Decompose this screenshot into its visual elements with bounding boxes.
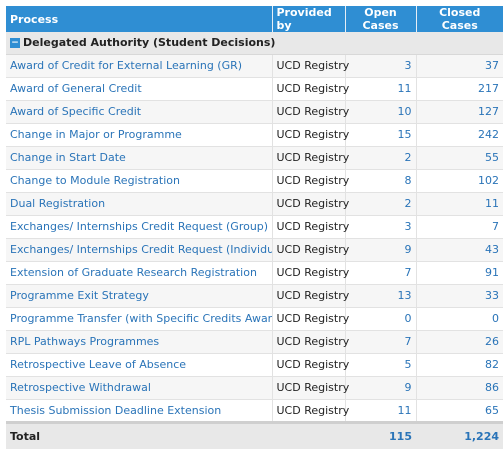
table-row: Retrospective Leave of Absence UCD Regist… (6, 353, 503, 377)
cases-table: Process Provided by Open Cases Closed Ca… (6, 6, 503, 449)
process-link[interactable]: Thesis Submission Deadline Extension (6, 399, 273, 423)
closed-cases-link[interactable]: 65 (416, 399, 503, 423)
open-cases-link[interactable]: 15 (345, 123, 417, 147)
process-link[interactable]: Change to Module Registration (6, 169, 273, 193)
provider-cell: UCD Registry (272, 123, 349, 147)
provider-cell: UCD Registry (272, 100, 349, 124)
process-link[interactable]: Change in Major or Programme (6, 123, 273, 147)
open-cases-link[interactable]: 10 (345, 100, 417, 124)
open-cases-link[interactable]: 3 (345, 215, 417, 239)
table-row: Dual Registration UCD Registry 2 11 (6, 192, 503, 216)
provider-cell: UCD Registry (272, 192, 349, 216)
closed-cases-link[interactable]: 217 (416, 77, 503, 101)
provider-cell: UCD Registry (272, 77, 349, 101)
table-row: Change in Start Date UCD Registry 2 55 (6, 146, 503, 170)
header-closed-cases[interactable]: Closed Cases (416, 6, 503, 32)
table-row: Award of Specific Credit UCD Registry 10 12… (6, 100, 503, 124)
open-cases-link[interactable]: 9 (345, 238, 417, 262)
provider-cell: UCD Registry (272, 330, 349, 354)
process-link[interactable]: Exchanges/ Internships Credit Request (I… (6, 238, 273, 262)
table-row: Thesis Submission Deadline Extension UCD … (6, 399, 503, 423)
closed-cases-link[interactable]: 55 (416, 146, 503, 170)
table-row: Exchanges/ Internships Credit Request (I… (6, 238, 503, 262)
table-row: Programme Transfer (with Specific Credit… (6, 307, 503, 331)
open-cases-link[interactable]: 13 (345, 284, 417, 308)
process-link[interactable]: Retrospective Withdrawal (6, 376, 273, 400)
process-link[interactable]: Programme Exit Strategy (6, 284, 273, 308)
closed-cases-link[interactable]: 86 (416, 376, 503, 400)
table-row: Award of Credit for External Learning (G… (6, 54, 503, 78)
provider-cell: UCD Registry (272, 376, 349, 400)
provider-cell: UCD Registry (272, 261, 349, 285)
process-link[interactable]: Extension of Graduate Research Registrat… (6, 261, 273, 285)
open-cases-link[interactable]: 7 (345, 330, 417, 354)
header-provided-by[interactable]: Provided by (272, 6, 346, 32)
process-link[interactable]: Retrospective Leave of Absence (6, 353, 273, 377)
process-link[interactable]: Award of General Credit (6, 77, 273, 101)
open-cases-link[interactable]: 8 (345, 169, 417, 193)
closed-cases-link[interactable]: 0 (416, 307, 503, 331)
closed-cases-link[interactable]: 82 (416, 353, 503, 377)
minus-icon[interactable]: − (10, 38, 20, 49)
closed-cases-link[interactable]: 37 (416, 54, 503, 78)
process-link[interactable]: Award of Credit for External Learning (G… (6, 54, 273, 78)
total-provider-blank (272, 420, 345, 449)
provider-cell: UCD Registry (272, 169, 349, 193)
open-cases-link[interactable]: 11 (345, 77, 417, 101)
process-link[interactable]: Programme Transfer (with Specific Credit… (6, 307, 273, 331)
provider-cell: UCD Registry (272, 238, 349, 262)
total-open: 115 (345, 420, 416, 449)
open-cases-link[interactable]: 2 (345, 192, 417, 216)
table-header-row: Process Provided by Open Cases Closed Ca… (6, 6, 503, 32)
open-cases-link[interactable]: 5 (345, 353, 417, 377)
closed-cases-link[interactable]: 102 (416, 169, 503, 193)
provider-cell: UCD Registry (272, 399, 349, 423)
closed-cases-link[interactable]: 11 (416, 192, 503, 216)
provider-cell: UCD Registry (272, 215, 349, 239)
table-row: RPL Pathways Programmes UCD Registry 7 26 (6, 330, 503, 354)
provider-cell: UCD Registry (272, 54, 349, 78)
closed-cases-link[interactable]: 91 (416, 261, 503, 285)
total-label: Total (6, 420, 272, 449)
provider-cell: UCD Registry (272, 146, 349, 170)
table-row: Award of General Credit UCD Registry 11 217 (6, 77, 503, 101)
table-row: Change to Module Registration UCD Registr… (6, 169, 503, 193)
table-row: Exchanges/ Internships Credit Request (G… (6, 215, 503, 239)
closed-cases-link[interactable]: 127 (416, 100, 503, 124)
group-cell[interactable]: − Delegated Authority (Student Decisions) (6, 32, 503, 55)
closed-cases-link[interactable]: 7 (416, 215, 503, 239)
total-row: Total 115 1,224 (6, 420, 503, 449)
open-cases-link[interactable]: 7 (345, 261, 417, 285)
closed-cases-link[interactable]: 242 (416, 123, 503, 147)
closed-cases-link[interactable]: 26 (416, 330, 503, 354)
table-row: Change in Major or Programme UCD Registry… (6, 123, 503, 147)
group-row[interactable]: − Delegated Authority (Student Decisions) (6, 32, 503, 55)
provider-cell: UCD Registry (272, 284, 349, 308)
table-row: Retrospective Withdrawal UCD Registry 9 86 (6, 376, 503, 400)
provider-cell: UCD Registry (272, 353, 349, 377)
closed-cases-link[interactable]: 43 (416, 238, 503, 262)
open-cases-link[interactable]: 0 (345, 307, 417, 331)
table-row: Extension of Graduate Research Registrat… (6, 261, 503, 285)
process-link[interactable]: Award of Specific Credit (6, 100, 273, 124)
header-open-cases[interactable]: Open Cases (345, 6, 417, 32)
process-link[interactable]: Change in Start Date (6, 146, 273, 170)
process-link[interactable]: RPL Pathways Programmes (6, 330, 273, 354)
process-link[interactable]: Exchanges/ Internships Credit Request (G… (6, 215, 273, 239)
group-label: Delegated Authority (Student Decisions) (23, 36, 276, 50)
total-closed: 1,224 (416, 420, 503, 449)
open-cases-link[interactable]: 9 (345, 376, 417, 400)
header-process[interactable]: Process (6, 6, 273, 32)
open-cases-link[interactable]: 3 (345, 54, 417, 78)
open-cases-link[interactable]: 11 (345, 399, 417, 423)
provider-cell: UCD Registry (272, 307, 349, 331)
process-link[interactable]: Dual Registration (6, 192, 273, 216)
table-row: Programme Exit Strategy UCD Registry 13 33 (6, 284, 503, 308)
closed-cases-link[interactable]: 33 (416, 284, 503, 308)
open-cases-link[interactable]: 2 (345, 146, 417, 170)
